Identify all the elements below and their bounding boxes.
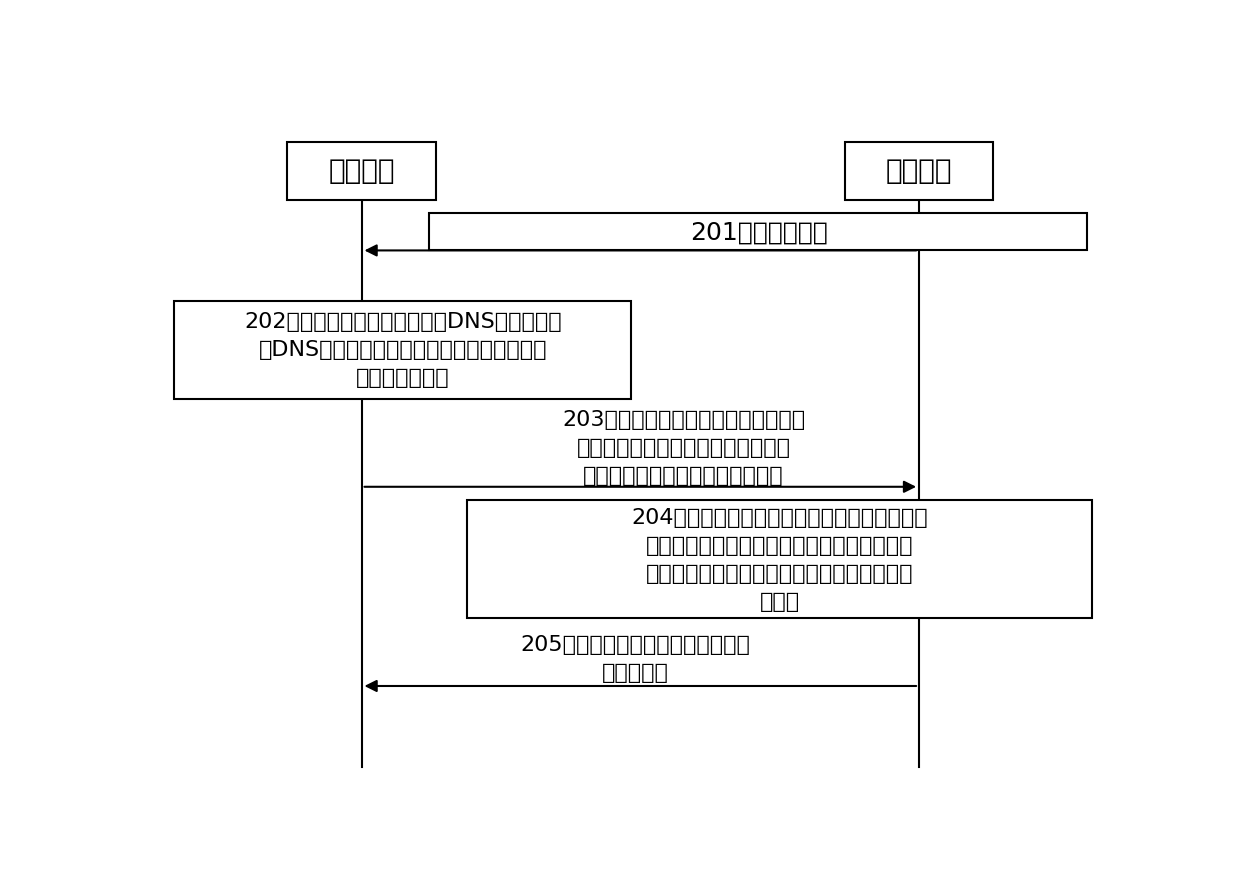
Bar [844, 142, 993, 200]
Text: 检测设备: 检测设备 [329, 157, 394, 185]
Text: 203，在检测出目标域名为恶意域名且
内网主机为受控内网主机的情况下，
向内网中的查询设备发送查询请求: 203，在检测出目标域名为恶意域名且 内网主机为受控内网主机的情况下， 向内网中… [562, 410, 805, 486]
Text: 201，生成映射表: 201，生成映射表 [689, 220, 827, 244]
Bar [467, 500, 1092, 618]
Text: 202，获取内网主机向外网中的DNS服务器发送
的DNS请求报文中携带的目标域名和内网主机
的标识替代信息: 202，获取内网主机向外网中的DNS服务器发送 的DNS请求报文中携带的目标域名… [244, 312, 562, 389]
Bar [429, 213, 1087, 251]
Bar [288, 142, 436, 200]
Bar [174, 301, 631, 399]
Text: 205，向检测设备发送受控内网主机
的标识信息: 205，向检测设备发送受控内网主机 的标识信息 [521, 635, 750, 683]
Text: 204，根据目标域名和受控内网主机的标识替代
信息，查询映射表获取与目标域名和受控内网
主机的标识替代信息对应的受控内网主机的标
识信息: 204，根据目标域名和受控内网主机的标识替代 信息，查询映射表获取与目标域名和受… [631, 508, 928, 612]
Text: 查询设备: 查询设备 [885, 157, 952, 185]
